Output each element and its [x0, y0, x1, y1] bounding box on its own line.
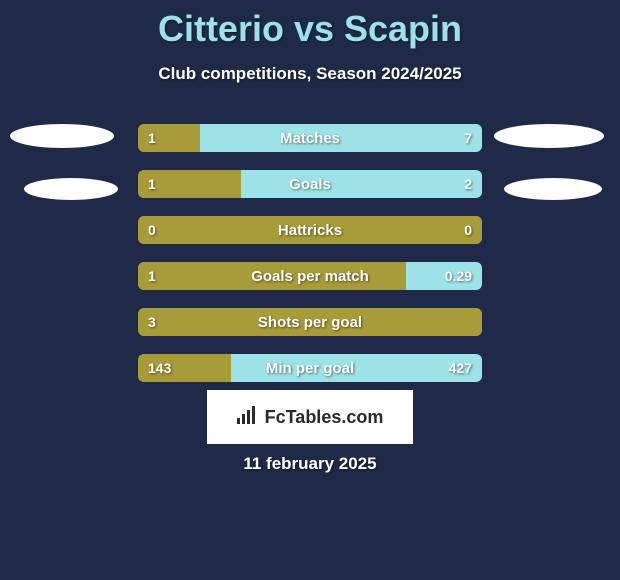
bar-value-right: 7 [464, 124, 472, 152]
decorative-oval [10, 124, 114, 148]
brand-text: FcTables.com [237, 406, 384, 429]
comparison-bars: Matches17Goals12Hattricks00Goals per mat… [138, 124, 482, 400]
bar-label: Hattricks [138, 216, 482, 244]
bar-value-left: 1 [148, 124, 156, 152]
brand-label: FcTables.com [265, 407, 384, 428]
bars-icon [237, 406, 259, 429]
stat-bar: Hattricks0 0 [138, 216, 482, 244]
decorative-oval [504, 178, 602, 200]
decorative-oval [24, 178, 118, 200]
bar-value-left: 1 [148, 262, 156, 290]
date-label: 11 february 2025 [0, 454, 620, 474]
stat-bar: Shots per goal3 [138, 308, 482, 336]
bar-value-left: 3 [148, 308, 156, 336]
page-subtitle: Club competitions, Season 2024/2025 [0, 64, 620, 84]
bar-value-left: 143 [148, 354, 171, 382]
bar-value-right: 2 [464, 170, 472, 198]
bar-value-left: 0 [148, 216, 156, 244]
bar-label: Min per goal [138, 354, 482, 382]
page-title: Citterio vs Scapin [0, 0, 620, 50]
bar-label: Goals per match [138, 262, 482, 290]
stat-bar: Goals1 2 [138, 170, 482, 198]
bar-label: Goals [138, 170, 482, 198]
bar-label: Shots per goal [138, 308, 482, 336]
stat-bar: Matches1 7 [138, 124, 482, 152]
bar-value-right: 427 [449, 354, 472, 382]
stat-bar: Min per goal143 427 [138, 354, 482, 382]
brand-box: FcTables.com [207, 390, 413, 444]
bar-value-right: 0.29 [445, 262, 472, 290]
bar-value-right: 0 [464, 216, 472, 244]
bar-label: Matches [138, 124, 482, 152]
decorative-oval [494, 124, 604, 148]
bar-value-left: 1 [148, 170, 156, 198]
stat-bar: Goals per match1 0.29 [138, 262, 482, 290]
